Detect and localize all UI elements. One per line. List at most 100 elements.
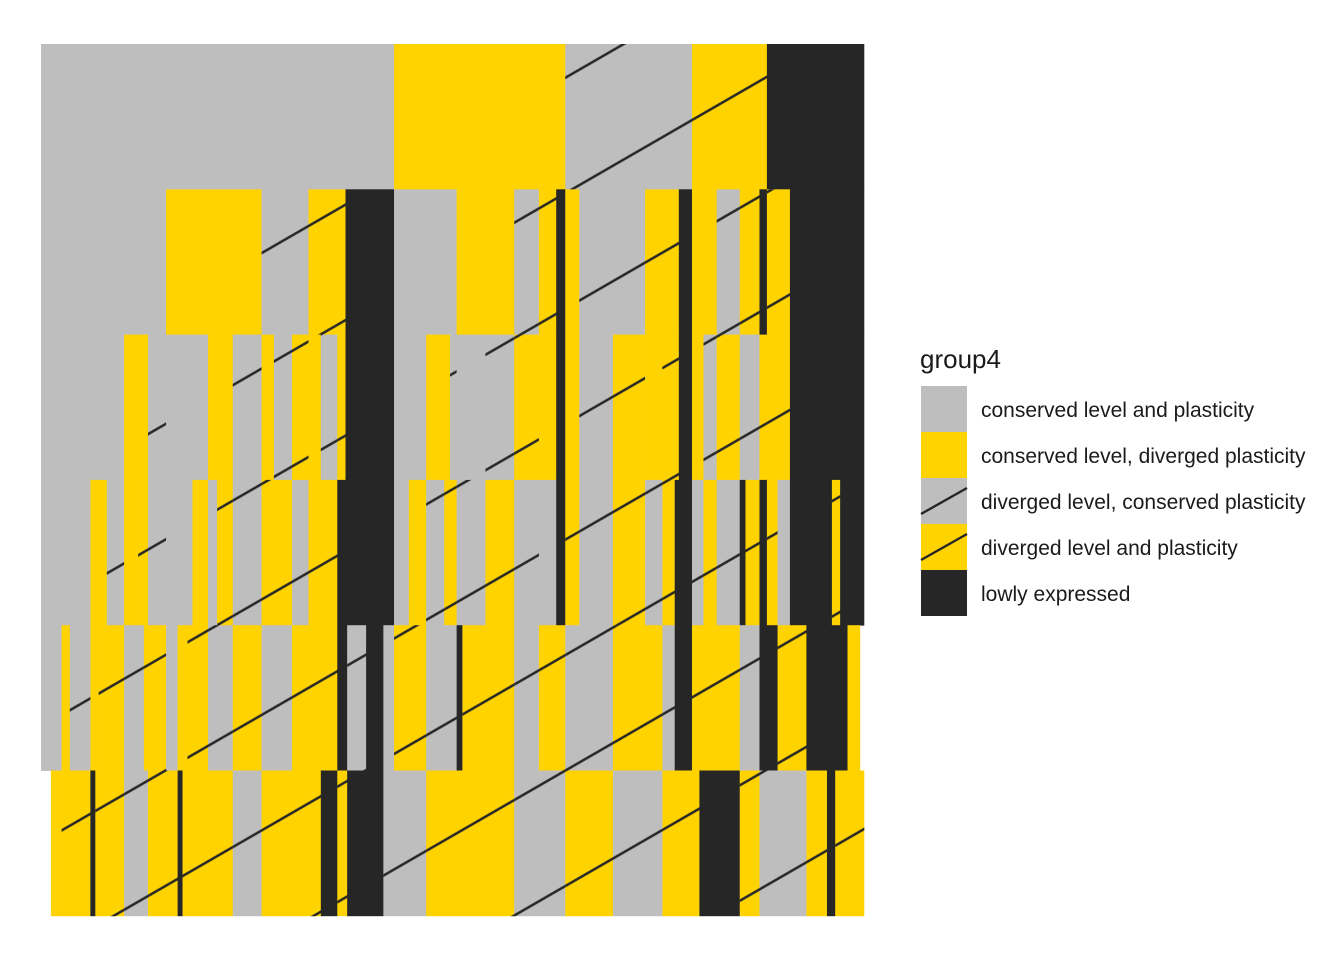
legend-key-low bbox=[921, 570, 967, 616]
tile-6-19 bbox=[699, 770, 741, 917]
tile-hatch-6-8 bbox=[232, 770, 262, 917]
tile-4-36 bbox=[759, 479, 768, 626]
tile-hatch-4-12 bbox=[292, 479, 309, 626]
tile-hatch-5-15 bbox=[347, 625, 367, 771]
tile-4-14 bbox=[337, 479, 346, 626]
legend-entry-div_level: diverged level, conserved plasticity bbox=[920, 478, 1306, 524]
tile-hatch-3-23 bbox=[612, 334, 646, 481]
tile-3-33 bbox=[789, 334, 865, 481]
tile-hatch-3-2 bbox=[147, 334, 167, 481]
level-2 bbox=[41, 189, 865, 335]
legend-entry-low: lowly expressed bbox=[921, 570, 1130, 616]
tile-hatch-4-21 bbox=[485, 479, 515, 626]
tile-hatch-6-11 bbox=[337, 770, 348, 917]
tile-5-7 bbox=[166, 625, 178, 771]
tile-hatch-4-4 bbox=[138, 479, 149, 626]
tile-hatch-2-16 bbox=[739, 189, 760, 335]
tile-hatch-4-40 bbox=[831, 479, 841, 626]
tile-3-26 bbox=[678, 334, 693, 481]
tile-hatch-5-10 bbox=[208, 625, 234, 771]
tile-hatch-4-31 bbox=[691, 479, 704, 626]
plot-panel bbox=[41, 44, 865, 917]
tile-hatch-3-31 bbox=[759, 334, 768, 481]
tile-3-3 bbox=[166, 334, 209, 481]
tile-hatch-5-23 bbox=[538, 625, 566, 771]
tile-hatch-6-9 bbox=[261, 770, 322, 917]
level-4 bbox=[41, 479, 865, 626]
tile-hatch-4-10 bbox=[232, 479, 262, 626]
tile-hatch-5-5 bbox=[124, 625, 145, 771]
tile-hatch-5-13 bbox=[292, 625, 338, 771]
tile-hatch-4-26 bbox=[579, 479, 614, 626]
tile-3-20 bbox=[556, 334, 566, 481]
tile-5-30 bbox=[759, 625, 778, 771]
tile-5-32 bbox=[806, 625, 848, 771]
tile-4-23 bbox=[538, 479, 557, 626]
tile-hatch-3-5 bbox=[232, 334, 262, 481]
tile-4-16 bbox=[394, 479, 410, 626]
tile-6-2 bbox=[90, 770, 96, 917]
tile-1-0 bbox=[41, 44, 395, 190]
tile-hatch-3-32 bbox=[766, 334, 791, 481]
tile-3-13 bbox=[394, 334, 427, 481]
legend-entry-cons_both: conserved level and plasticity bbox=[921, 386, 1255, 432]
tile-hatch-4-18 bbox=[426, 479, 445, 626]
tile-5-14 bbox=[337, 625, 348, 771]
tile-hatch-3-11 bbox=[337, 334, 346, 481]
tile-2-19 bbox=[789, 189, 865, 335]
tile-5-17 bbox=[383, 625, 395, 771]
tile-hatch-6-1 bbox=[61, 770, 91, 917]
tile-hatch-5-11 bbox=[232, 625, 262, 771]
tile-hatch-2-11 bbox=[579, 189, 646, 335]
tile-4-6 bbox=[166, 479, 193, 626]
tile-2-0 bbox=[41, 189, 167, 335]
legend-label-div_both: diverged level and plasticity bbox=[981, 537, 1238, 560]
tile-hatch-6-17 bbox=[612, 770, 663, 917]
tile-5-20 bbox=[456, 625, 463, 771]
tile-hatch-5-24 bbox=[565, 625, 614, 771]
tile-4-17 bbox=[408, 479, 427, 626]
tile-hatch-5-19 bbox=[426, 625, 457, 771]
tile-hatch-6-4 bbox=[124, 770, 149, 917]
tile-2-17 bbox=[759, 189, 768, 335]
tile-hatch-3-8 bbox=[292, 334, 309, 481]
tile-3-4 bbox=[208, 334, 234, 481]
tile-hatch-5-31 bbox=[777, 625, 807, 771]
tile-hatch-6-3 bbox=[95, 770, 125, 917]
tile-5-3 bbox=[90, 625, 99, 771]
tile-hatch-4-37 bbox=[766, 479, 778, 626]
tile-2-14 bbox=[691, 189, 717, 335]
tile-2-4 bbox=[345, 189, 395, 335]
tile-hatch-4-33 bbox=[716, 479, 741, 626]
tile-3-21 bbox=[565, 334, 580, 481]
tile-hatch-5-12 bbox=[261, 625, 293, 771]
tile-4-1 bbox=[90, 479, 108, 626]
tile-hatch-4-9 bbox=[217, 479, 234, 626]
tile-4-34 bbox=[739, 479, 746, 626]
tile-hatch-6-7 bbox=[182, 770, 234, 917]
tile-hatch-6-18 bbox=[662, 770, 700, 917]
tile-hatch-6-13 bbox=[383, 770, 427, 917]
tile-3-9 bbox=[308, 334, 322, 481]
tile-3-16 bbox=[456, 334, 486, 481]
tile-hatch-6-21 bbox=[759, 770, 807, 917]
tile-2-13 bbox=[678, 189, 693, 335]
level-3 bbox=[41, 334, 865, 481]
tile-5-8 bbox=[177, 625, 188, 771]
tile-hatch-6-14 bbox=[426, 770, 515, 917]
tile-hatch-2-2 bbox=[261, 189, 309, 335]
tile-4-38 bbox=[777, 479, 791, 626]
tile-hatch-6-20 bbox=[739, 770, 760, 917]
tile-hatch-5-18 bbox=[394, 625, 427, 771]
tile-hatch-4-25 bbox=[565, 479, 580, 626]
tile-2-5 bbox=[394, 189, 457, 335]
tile-6-0 bbox=[50, 770, 62, 917]
legend-entry-div_both: diverged level and plasticity bbox=[920, 524, 1238, 570]
tile-3-24 bbox=[645, 334, 663, 481]
tile-6-10 bbox=[320, 770, 338, 917]
tile-hatch-5-26 bbox=[662, 625, 676, 771]
tile-hatch-4-29 bbox=[662, 479, 676, 626]
tile-hatch-1-2 bbox=[565, 44, 693, 190]
level-6 bbox=[50, 770, 865, 917]
legend-hatch-div_level bbox=[920, 486, 968, 516]
